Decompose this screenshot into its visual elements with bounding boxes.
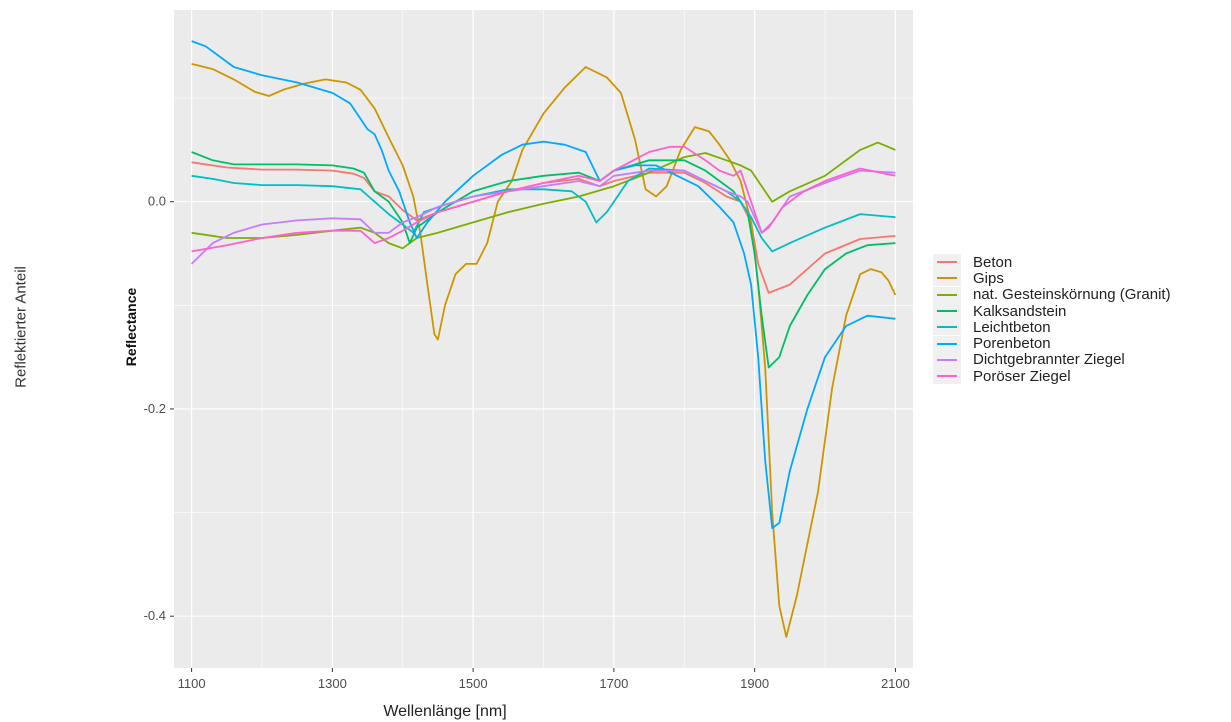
legend-key (933, 319, 961, 336)
series-line (191, 145, 896, 253)
y-tick-label: 0.0 (148, 194, 166, 209)
legend-label: Dichtgebrannter Ziegel (973, 351, 1125, 369)
y-axis-title: Reflectance (123, 287, 139, 366)
legend-key (933, 335, 961, 352)
x-tick-label: 1100 (178, 676, 206, 691)
legend-swatch (937, 277, 957, 280)
legend-item: Poröser Ziegel (933, 367, 1171, 385)
legend-key (933, 303, 961, 320)
series-line (191, 40, 896, 529)
x-tick-label: 1700 (599, 676, 628, 691)
legend-label: nat. Gesteinskörnung (Granit) (973, 286, 1171, 304)
x-tick-label: 1300 (318, 676, 347, 691)
legend-key (933, 368, 961, 385)
legend-key (933, 270, 961, 287)
x-tick-label: 2100 (881, 676, 910, 691)
series-layer (190, 40, 897, 638)
axes-layer: 1100 1300 1500 1700 1900 2100 -0.4 -0.2 0.0 (144, 194, 910, 691)
outer-y-axis-label: Reflektierter Anteil (12, 266, 30, 388)
series-line (191, 167, 896, 253)
x-tick-label: 1900 (740, 676, 769, 691)
legend-swatch (937, 326, 957, 329)
legend-swatch (937, 310, 957, 313)
y-tick-label: -0.2 (144, 401, 166, 416)
series-line (191, 151, 896, 369)
legend-key (933, 351, 961, 368)
legend-item: Dichtgebrannter Ziegel (933, 351, 1171, 369)
legend-label: Leichtbeton (973, 318, 1051, 336)
legend-key (933, 254, 961, 271)
legend-item: Beton (933, 253, 1171, 271)
legend-key (933, 286, 961, 303)
legend-swatch (937, 261, 957, 264)
legend-label: Poröser Ziegel (973, 367, 1071, 385)
grid-minor (174, 10, 913, 668)
legend-label: Beton (973, 253, 1013, 271)
legend-label: Gips (973, 269, 1004, 287)
legend-item: nat. Gesteinskörnung (Granit) (933, 286, 1171, 304)
legend-swatch (937, 342, 957, 345)
legend-item: Kalksandstein (933, 302, 1171, 320)
legend-item: Porenbeton (933, 335, 1171, 353)
y-tick-label: -0.4 (144, 608, 166, 623)
legend-swatch (937, 293, 957, 296)
series-line (191, 63, 897, 638)
series-line (191, 161, 896, 294)
legend-item: Leichtbeton (933, 318, 1171, 336)
legend: Beton Gips nat. Gesteinskörnung (Granit) Ka… (933, 253, 1171, 385)
legend-label: Porenbeton (973, 335, 1051, 353)
legend-swatch (937, 375, 957, 378)
legend-swatch (937, 358, 957, 361)
legend-item: Gips (933, 269, 1171, 287)
grid-major (174, 10, 913, 668)
x-tick-label: 1500 (459, 676, 488, 691)
outer-x-axis-label: Wellenlänge [nm] (383, 703, 507, 720)
legend-label: Kalksandstein (973, 302, 1067, 320)
